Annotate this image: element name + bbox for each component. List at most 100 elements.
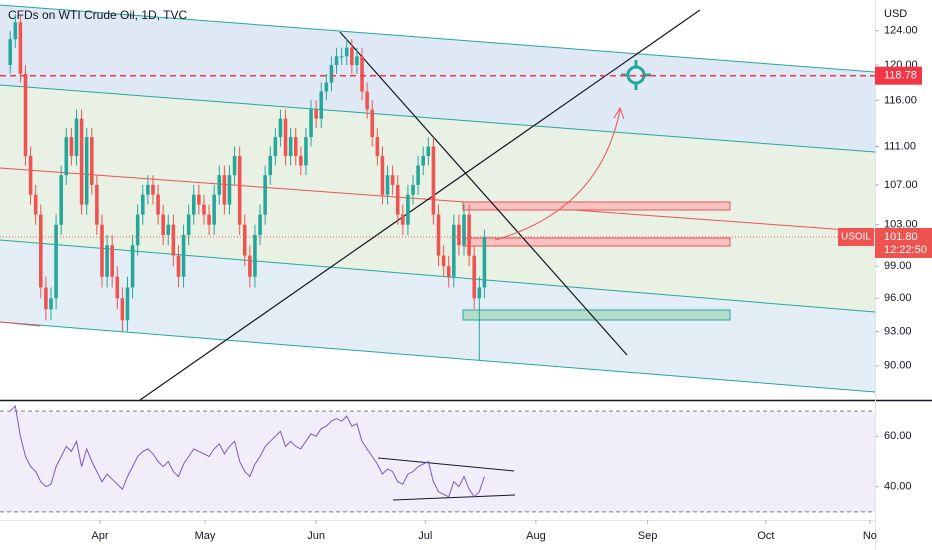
candle-body [319,91,324,119]
y-tick-label: 124.00 [884,25,918,37]
candle-body [350,47,354,66]
candle-body [54,224,58,299]
candle-body [105,245,109,277]
trend-line [392,494,516,501]
trend-line [377,457,515,472]
candle-body [385,175,390,195]
candle-body [191,194,196,215]
candle-body [339,56,344,58]
candle-body [457,224,461,246]
channel-line [0,4,875,73]
symbol-tag [838,227,874,246]
channel-band [0,85,875,312]
candle-body [69,137,74,156]
x-tick-label: Sep [638,530,658,542]
price-tag-label: 101.80 [884,231,918,243]
candle-body [84,137,89,205]
candle-body [273,137,278,156]
candle-body [263,175,267,215]
candle-body [324,82,329,92]
candle-body [355,56,359,66]
candle-body [309,109,313,138]
candle-body [299,155,303,166]
candle-body [176,255,181,277]
y-tick-label: 116.00 [884,94,917,106]
candle-body [23,73,28,156]
candle-body [477,287,482,299]
candle-body [416,165,420,185]
x-tick-label: Apr [91,530,108,542]
candle-body [248,255,252,277]
candle-body [44,287,48,310]
candle-body [462,214,466,246]
price-tag [875,227,932,258]
candle-body [140,194,145,215]
candle-body [268,155,273,176]
rsi-pane [0,404,875,513]
price-tag [875,66,922,85]
trend-line [139,9,701,400]
candle-body [482,236,487,288]
x-tick-label: Jun [307,530,325,542]
channel-line [0,321,41,327]
candle-body [28,155,33,195]
price-pane [0,14,875,360]
x-tick-label: Aug [526,530,546,542]
drawings [0,4,875,400]
candle-body [212,194,216,225]
candle-body [227,175,232,205]
x-tick-label: Jul [418,530,432,542]
y-tick-label: 90.00 [884,360,912,372]
candle-body [115,276,120,299]
candle-body [390,175,395,185]
candle-body [49,298,53,310]
candle-body [253,234,257,277]
candle-body [334,56,339,66]
candle-body [446,266,451,277]
candle-body [329,65,334,83]
channel-line [0,84,875,153]
candle-body [33,194,38,215]
currency: USD [884,8,907,20]
symbol-tag-label: USOIL [841,232,871,243]
chart-title: CFDs on WTI Crude Oil, 1D, TVC [8,8,187,22]
candle-body [130,245,135,288]
rsi-drawings [0,412,875,512]
price-tag-label: 118.78 [884,70,917,82]
candle-body [431,146,436,215]
candle-body [181,234,186,277]
y-tick-label: 40.00 [884,481,912,493]
channel-band [0,5,875,152]
candle-body [375,137,380,156]
candle-body [472,255,476,299]
candle-body [467,214,471,256]
candle-body [237,155,242,225]
candle-body [411,184,415,195]
candle-body [217,175,222,195]
candle-body [395,184,400,215]
zone [462,237,731,247]
candle-body [197,194,201,205]
zone [462,201,731,211]
candle-body [202,204,206,215]
candle-body [365,91,369,110]
candle-body [79,118,84,205]
candle-body [370,109,375,138]
arrow-head [613,106,625,120]
rsi-line [9,404,485,498]
candle-body [441,255,446,267]
candle-body [171,224,176,256]
zone [462,309,731,321]
candle-body [120,298,125,321]
candle-body [95,184,99,225]
candle-body [283,118,288,156]
arrow [494,109,621,241]
candle-body [401,214,405,225]
candle-body [314,109,318,119]
candle-body [151,184,155,195]
candle-body [135,214,140,246]
channel-midline [0,167,875,233]
x-tick-label: May [195,530,216,542]
candle-body [186,214,191,235]
